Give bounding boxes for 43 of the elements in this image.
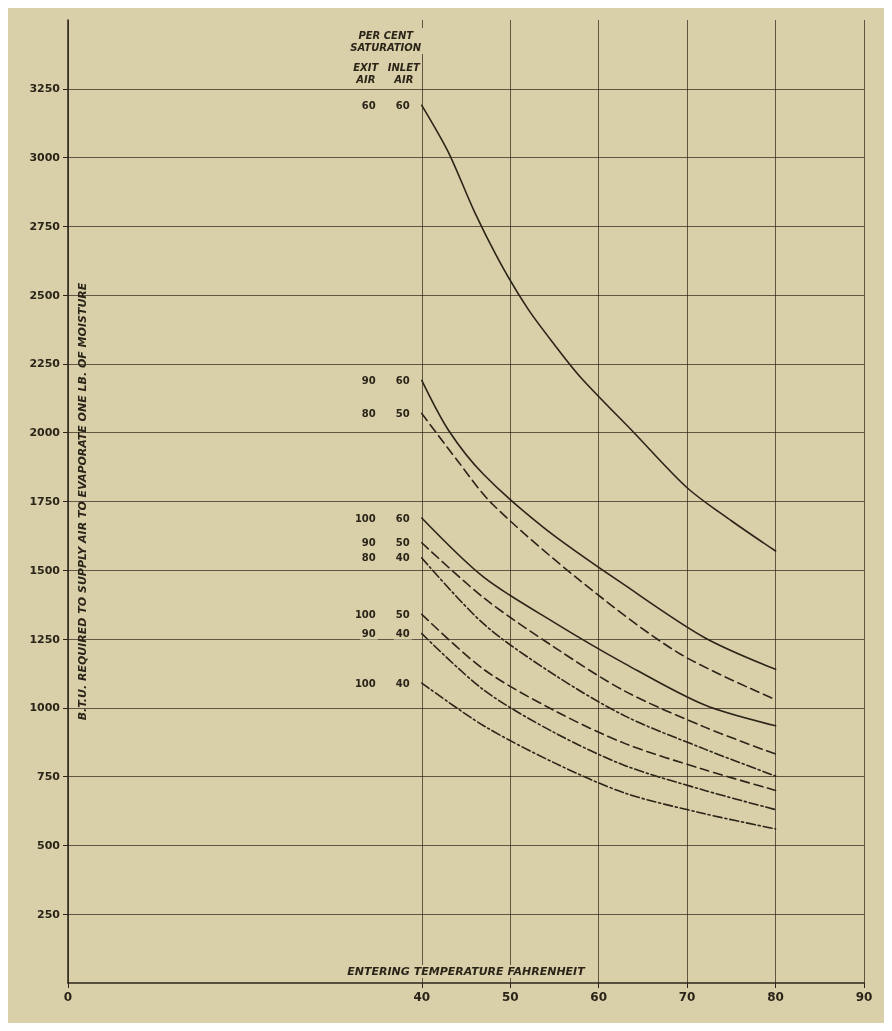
x-tick-label: 40 [413,990,431,1004]
y-tick-label: 1750 [29,495,61,508]
annotation: 50 [395,407,410,419]
annotation: 90 [361,628,376,640]
annotation: 90 [361,537,376,549]
annotation: 60 [395,374,410,386]
y-tick-label: 750 [37,770,61,784]
x-tick-label: 70 [678,990,696,1004]
annotation: 100 [354,677,376,689]
annotation: 100 [354,512,376,524]
y-tick-label: 2250 [29,357,61,371]
y-tick-label: 3250 [29,82,61,96]
y-tick-label: 250 [37,907,61,921]
annotation: 40 [395,628,410,640]
x-axis-title: ENTERING TEMPERATURE FAHRENHEIT [347,965,587,978]
annotation: 40 [395,552,410,564]
annotation: 50 [395,608,410,620]
y-tick-label: 1250 [29,632,61,646]
annotation: INLET AIR [387,61,422,85]
annotation: 100 [354,608,376,620]
annotation: PER CENT SATURATION [350,29,422,53]
y-tick-label: 500 [37,838,61,852]
annotation: 80 [361,407,376,419]
annotation: 90 [361,374,376,386]
x-tick-label: 60 [590,990,608,1004]
annotation: 60 [361,99,376,111]
annotation: 60 [395,512,410,524]
annotation: 60 [395,99,410,111]
y-tick-label: 2000 [29,426,61,440]
y-tick-label: 2500 [29,288,61,302]
annotation: 50 [395,537,410,549]
x-tick-label: 80 [767,990,784,1004]
y-tick-label: 2750 [29,219,61,233]
x-tick-label: 90 [855,990,873,1004]
annotation: EXIT AIR [353,61,380,85]
annotation: 40 [395,677,410,689]
annotation: 80 [361,552,376,564]
x-tick-label: 50 [501,990,519,1004]
y-tick-label: 1000 [29,701,61,715]
y-tick-label: 1500 [29,563,61,577]
y-tick-label: 3000 [29,151,61,165]
y-axis-title: B.T.U. REQUIRED TO SUPPLY AIR TO EVAPORATE ONE LB. OF MOISTURE [76,282,89,721]
x-tick-label: 0 [63,990,73,1004]
